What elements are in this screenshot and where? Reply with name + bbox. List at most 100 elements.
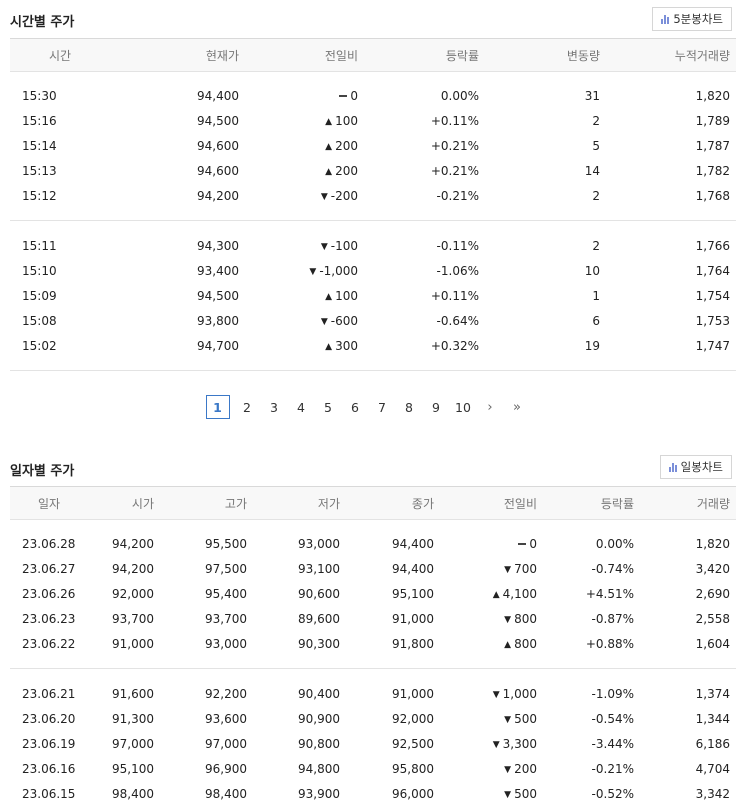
- close-cell: 94,400: [392, 562, 434, 576]
- date-cell: 23.06.26: [22, 587, 76, 601]
- page-link-5[interactable]: 5: [324, 399, 332, 415]
- change-value: 200: [514, 762, 537, 776]
- rate-cell: +0.11%: [430, 114, 479, 128]
- change-cell: ▼ 200: [440, 757, 543, 782]
- row-spacer: [10, 222, 736, 234]
- page-link-6[interactable]: 6: [351, 399, 359, 415]
- change-value: 500: [514, 712, 537, 726]
- table-row: 23.06.16 95,100 96,900 94,800 95,800 ▼ 200 -0.2…: [10, 757, 736, 782]
- page-link-4[interactable]: 4: [297, 399, 305, 415]
- price-cell: 94,500: [197, 114, 239, 128]
- time-cell: 15:02: [22, 339, 57, 353]
- low-cell: 90,600: [298, 587, 340, 601]
- change-cell: 0: [440, 532, 543, 557]
- volume-change-cell: 2: [592, 239, 600, 253]
- spacer-cell: [10, 222, 736, 234]
- bar-chart-icon: [668, 462, 677, 472]
- header-close: 종가: [346, 486, 440, 520]
- header-time: 시간: [10, 38, 110, 72]
- volume-cell: 3,420: [695, 562, 730, 576]
- header-rate: 등락률: [543, 486, 640, 520]
- rate-cell: +4.51%: [585, 587, 634, 601]
- hourly-price-table: 시간 현재가 전일비 등락률 변동량 누적거래량 15:30 94,400 0 0.0…: [10, 38, 736, 372]
- rate-cell: -0.11%: [436, 239, 479, 253]
- page-link-1[interactable]: 1: [205, 395, 230, 419]
- page-link-8[interactable]: 8: [405, 399, 413, 415]
- rate-cell: -0.21%: [591, 762, 634, 776]
- change-value: 0: [350, 89, 358, 103]
- price-cell: 94,600: [197, 139, 239, 153]
- rate-cell: +0.21%: [430, 139, 479, 153]
- triangle-down-icon: ▼: [320, 242, 328, 252]
- page-link-7[interactable]: 7: [378, 399, 386, 415]
- date-cell: 23.06.16: [22, 762, 76, 776]
- high-cell: 97,500: [205, 562, 247, 576]
- daily-header-row: 일자 시가 고가 저가 종가 전일비 등락률 거래량: [10, 486, 736, 520]
- table-row: 15:12 94,200 ▼ -200 -0.21% 2 1,768: [10, 184, 736, 209]
- volume-cell: 1,344: [695, 712, 730, 726]
- time-cell: 15:16: [22, 114, 57, 128]
- price-cell: 94,300: [197, 239, 239, 253]
- header-volume: 거래량: [640, 486, 736, 520]
- high-cell: 95,500: [205, 537, 247, 551]
- table-row: 15:30 94,400 0 0.00% 31 1,820: [10, 84, 736, 109]
- rate-cell: +0.21%: [430, 164, 479, 178]
- price-cell: 94,600: [197, 164, 239, 178]
- time-cell: 15:11: [22, 239, 57, 253]
- triangle-up-icon: ▲: [492, 590, 500, 600]
- change-cell: ▲ 4,100: [440, 582, 543, 607]
- table-row: 23.06.23 93,700 93,700 89,600 91,000 ▼ 800 -0.8…: [10, 607, 736, 632]
- next-page-icon[interactable]: ›: [487, 399, 493, 415]
- low-cell: 93,900: [298, 787, 340, 801]
- low-cell: 94,800: [298, 762, 340, 776]
- high-cell: 93,700: [205, 612, 247, 626]
- table-row: 23.06.21 91,600 92,200 90,400 91,000 ▼ 1,000 -1…: [10, 682, 736, 707]
- five-minute-chart-button[interactable]: 5분봉차트: [652, 7, 732, 31]
- low-cell: 90,900: [298, 712, 340, 726]
- low-cell: 93,000: [298, 537, 340, 551]
- open-cell: 91,600: [112, 687, 154, 701]
- spacer-cell: [10, 668, 736, 670]
- volume-change-cell: 2: [592, 189, 600, 203]
- change-cell: ▼ -1,000: [245, 259, 364, 284]
- rate-cell: -0.52%: [591, 787, 634, 801]
- table-row: 15:10 93,400 ▼ -1,000 -1.06% 10 1,764: [10, 259, 736, 284]
- page-link-2[interactable]: 2: [243, 399, 251, 415]
- volume-cell: 1,820: [695, 537, 730, 551]
- rate-cell: -0.74%: [591, 562, 634, 576]
- accumulated-volume-cell: 1,768: [695, 189, 730, 203]
- spacer-cell: [10, 370, 736, 372]
- time-cell: 15:14: [22, 139, 57, 153]
- page-link-10[interactable]: 10: [455, 399, 471, 415]
- spacer-cell: [10, 72, 736, 84]
- accumulated-volume-cell: 1,753: [695, 314, 730, 328]
- change-cell: ▲ 300: [245, 334, 364, 359]
- price-cell: 93,400: [197, 264, 239, 278]
- header-open: 시가: [88, 486, 160, 520]
- volume-change-cell: 19: [584, 339, 600, 353]
- price-cell: 94,700: [197, 339, 239, 353]
- page-link-9[interactable]: 9: [432, 399, 440, 415]
- change-cell: ▼ 500: [440, 707, 543, 732]
- triangle-down-icon: ▼: [504, 790, 512, 800]
- time-cell: 15:08: [22, 314, 57, 328]
- high-cell: 93,000: [205, 637, 247, 651]
- rate-cell: -0.87%: [591, 612, 634, 626]
- high-cell: 97,000: [205, 737, 247, 751]
- daily-price-table: 일자 시가 고가 저가 종가 전일비 등락률 거래량 23.06.28 94,20…: [10, 486, 736, 807]
- page-link-3[interactable]: 3: [270, 399, 278, 415]
- volume-cell: 6,186: [695, 737, 730, 751]
- change-value: -200: [330, 189, 358, 203]
- table-row: 15:02 94,700 ▲ 300 +0.32% 19 1,747: [10, 334, 736, 359]
- open-cell: 95,100: [112, 762, 154, 776]
- rate-cell: 0.00%: [595, 537, 634, 551]
- daily-chart-button[interactable]: 일봉차트: [659, 455, 732, 479]
- change-cell: ▲ 100: [245, 109, 364, 134]
- header-low: 저가: [253, 486, 346, 520]
- close-cell: 95,800: [392, 762, 434, 776]
- open-cell: 91,300: [112, 712, 154, 726]
- last-page-icon[interactable]: »: [513, 399, 521, 415]
- triangle-up-icon: ▲: [325, 167, 333, 177]
- change-value: 700: [514, 562, 537, 576]
- triangle-down-icon: ▼: [504, 765, 512, 775]
